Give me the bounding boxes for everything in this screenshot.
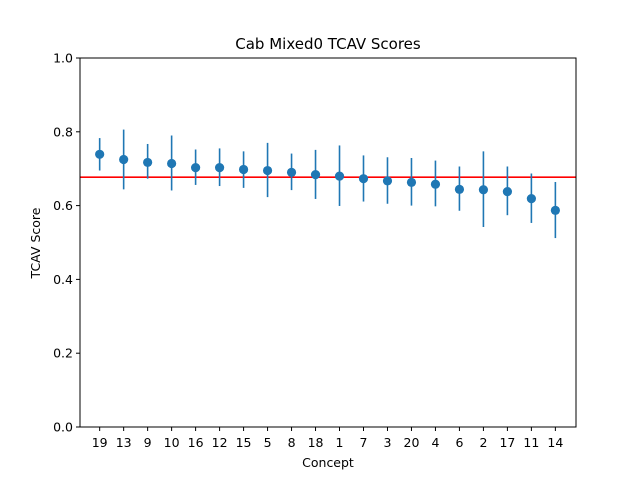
- x-tick-label: 2: [479, 435, 487, 450]
- data-point: [143, 157, 153, 168]
- x-axis-label: Concept: [302, 455, 354, 470]
- x-tick-label: 9: [144, 435, 152, 450]
- chart-title: Cab Mixed0 TCAV Scores: [235, 35, 421, 53]
- data-point: [214, 162, 225, 173]
- data-point: [95, 149, 105, 159]
- data-point: [502, 186, 513, 197]
- data-point: [262, 165, 273, 176]
- x-tick-label: 4: [431, 435, 439, 450]
- data-point: [406, 177, 417, 187]
- x-axis: 19 13 9 10 16 12 15 5 8 18 1 7 3 20 4 6 2 17 11 14: [92, 427, 563, 450]
- data-point: [526, 193, 536, 204]
- x-tick-label: 3: [384, 435, 392, 450]
- data-point: [238, 164, 249, 175]
- data-point: [334, 171, 345, 181]
- x-tick-label: 7: [360, 435, 368, 450]
- x-tick-label: 11: [523, 435, 539, 450]
- x-tick-label: 8: [288, 435, 296, 450]
- x-tick-label: 16: [188, 435, 204, 450]
- data-point: [550, 205, 560, 215]
- x-tick-label: 5: [264, 435, 272, 450]
- data-point: [430, 179, 441, 189]
- x-tick-label: 20: [404, 435, 420, 450]
- x-tick-label: 19: [92, 435, 108, 450]
- x-tick-label: 10: [164, 435, 180, 450]
- data-point: [310, 170, 321, 180]
- y-axis-label: TCAV Score: [28, 207, 43, 279]
- data-point: [454, 184, 465, 194]
- x-tick-label: 15: [236, 435, 252, 450]
- data-point: [167, 158, 177, 169]
- y-tick-label: 0.8: [53, 124, 73, 139]
- y-tick-label: 0.0: [53, 420, 73, 435]
- data-point: [119, 154, 129, 165]
- data-point: [191, 162, 201, 173]
- plot-frame: [79, 57, 577, 428]
- data-point: [382, 176, 393, 186]
- data-point: [286, 167, 297, 177]
- y-tick-label: 0.4: [53, 272, 73, 287]
- y-tick-label: 1.0: [53, 51, 73, 66]
- y-tick-label: 0.2: [53, 346, 73, 361]
- plot-area: [80, 129, 576, 239]
- x-tick-label: 18: [308, 435, 324, 450]
- x-tick-label: 12: [212, 435, 228, 450]
- x-tick-label: 13: [116, 435, 132, 450]
- data-point: [358, 174, 369, 184]
- data-point: [478, 185, 489, 195]
- x-tick-label: 1: [336, 435, 344, 450]
- x-tick-label: 14: [547, 435, 563, 450]
- y-tick-label: 0.6: [53, 198, 73, 213]
- x-tick-label: 6: [455, 435, 463, 450]
- x-tick-label: 17: [499, 435, 515, 450]
- y-axis: 0.0 0.2 0.4 0.6 0.8 1.0: [53, 51, 80, 435]
